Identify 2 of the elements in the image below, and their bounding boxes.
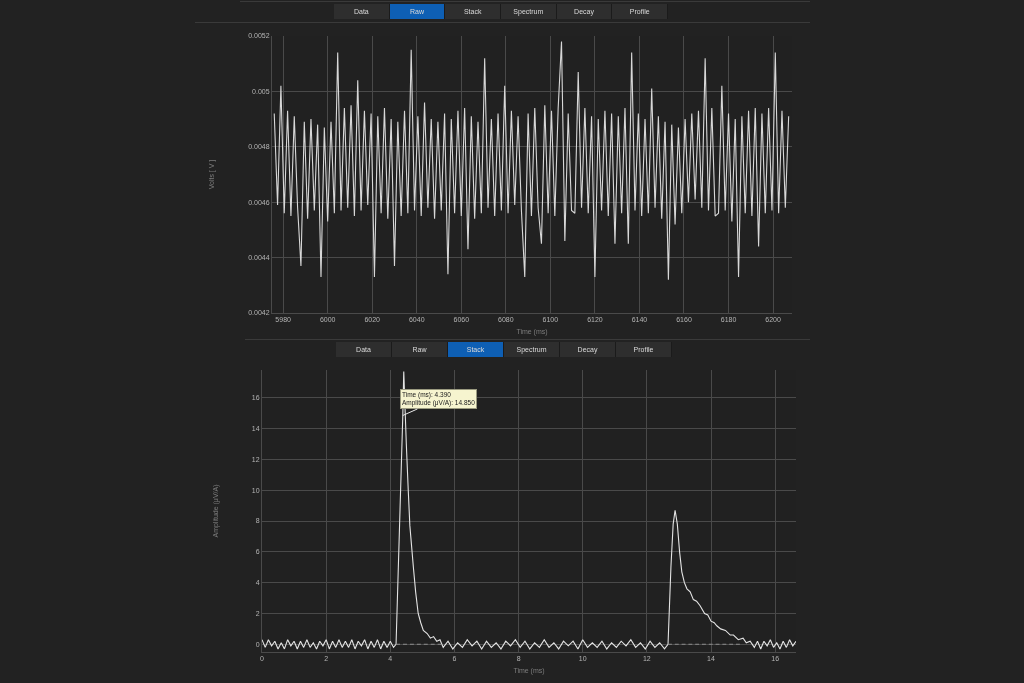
line-series bbox=[262, 370, 796, 650]
line-series bbox=[273, 40, 790, 281]
